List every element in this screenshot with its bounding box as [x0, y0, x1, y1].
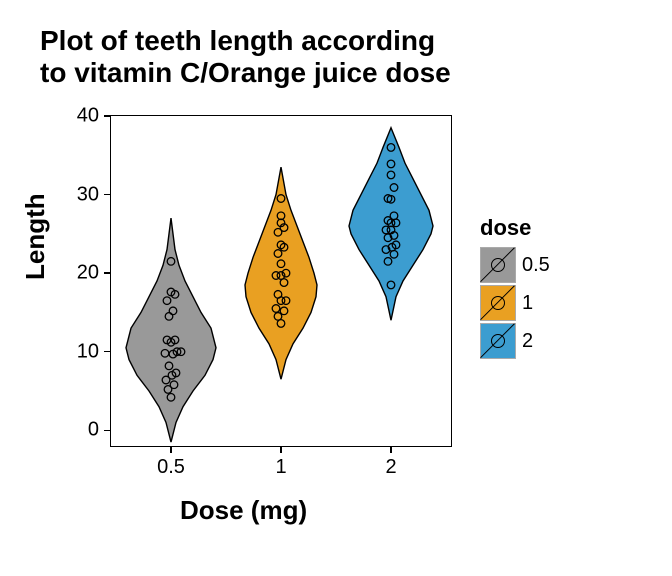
legend-swatch: [480, 247, 516, 283]
ytick-mark: [104, 430, 111, 432]
ytick-label: 0: [88, 419, 99, 442]
x-axis-label: Dose (mg): [180, 495, 307, 526]
y-axis-label: Length: [20, 193, 51, 280]
legend-title: dose: [480, 215, 550, 241]
violin-1: [245, 167, 317, 379]
legend: dose 0.5 1 2: [480, 215, 550, 361]
ytick-label: 20: [77, 262, 99, 285]
plot-panel: 0102030400.512: [110, 115, 452, 447]
xtick-label: 0.5: [157, 456, 185, 479]
ytick-label: 10: [77, 340, 99, 363]
violin-0.5: [126, 218, 216, 442]
legend-label: 1: [522, 292, 533, 315]
ytick-mark: [104, 351, 111, 353]
chart-title: Plot of teeth length according to vitami…: [40, 25, 451, 89]
ytick-mark: [104, 115, 111, 117]
legend-circle-icon: [491, 334, 505, 348]
legend-item: 2: [480, 323, 550, 359]
xtick-label: 2: [385, 456, 396, 479]
title-line2: to vitamin C/Orange juice dose: [40, 57, 451, 88]
xtick-mark: [280, 446, 282, 453]
ytick-label: 30: [77, 183, 99, 206]
legend-item: 1: [480, 285, 550, 321]
xtick-mark: [170, 446, 172, 453]
legend-label: 0.5: [522, 254, 550, 277]
ytick-mark: [104, 194, 111, 196]
ytick-label: 40: [77, 105, 99, 128]
legend-swatch: [480, 285, 516, 321]
legend-circle-icon: [491, 258, 505, 272]
violins-svg: [111, 116, 451, 446]
legend-circle-icon: [491, 296, 505, 310]
xtick-mark: [390, 446, 392, 453]
violin-2: [349, 128, 433, 321]
title-line1: Plot of teeth length according: [40, 25, 435, 56]
xtick-label: 1: [275, 456, 286, 479]
legend-item: 0.5: [480, 247, 550, 283]
legend-swatch: [480, 323, 516, 359]
legend-label: 2: [522, 330, 533, 353]
ytick-mark: [104, 272, 111, 274]
